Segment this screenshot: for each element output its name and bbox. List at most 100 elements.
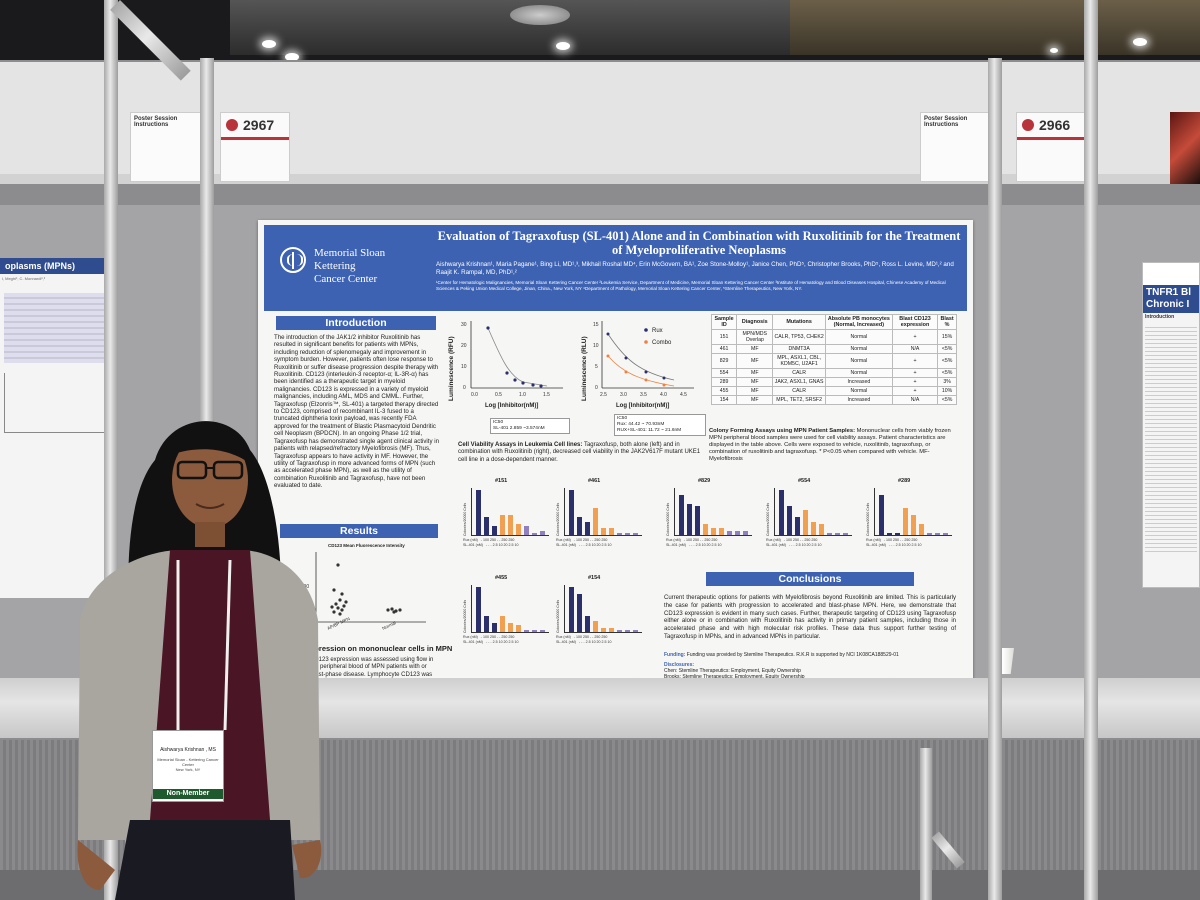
- row-label: Rux (nM): [556, 635, 571, 639]
- sign-divider: [221, 137, 289, 140]
- curve2-combo-line: [607, 355, 675, 387]
- bar: [500, 514, 505, 535]
- dose-response-chart-1: Luminescence (RFU) 30 20 10 0 0.0 0.5 1.…: [448, 321, 563, 409]
- ceiling-light: [285, 53, 299, 61]
- disclosure-line: Chen: Stemline Therapeutics: Employment,…: [664, 668, 801, 674]
- table-cell: N/A: [891, 395, 939, 405]
- introduction-heading: Introduction: [276, 316, 436, 330]
- bar: [569, 490, 574, 535]
- bar: [703, 523, 708, 535]
- patient-characteristics-table: Sample ID Diagnosis Mutations Absolute P…: [710, 314, 957, 405]
- curve2-ylabel: Luminescence (RLU): [581, 336, 588, 401]
- table-cell: Increased: [824, 377, 893, 387]
- row-ticks: - 100 250 - - 250 250: [480, 538, 515, 542]
- curve2-combo-point: [624, 370, 628, 374]
- bar: [827, 532, 832, 535]
- table-row: 554 MF CALR Normal + <5%: [710, 368, 957, 378]
- bar-chart-ylabel: Colonies/20000 Cells: [463, 599, 467, 633]
- research-poster: Memorial Sloan Kettering Cancer Center E…: [258, 220, 973, 690]
- bar-chart-xrow: Rux (nM) - 100 250 - - 250 250: [463, 635, 514, 639]
- bar: [787, 505, 792, 535]
- bar: [719, 528, 724, 535]
- curve1-xtick: 1.0: [519, 392, 526, 398]
- bar: [835, 532, 840, 535]
- bar-chart-title: #154: [588, 575, 601, 581]
- curve1-point: [521, 381, 525, 385]
- bar: [943, 532, 948, 535]
- bar: [625, 629, 630, 632]
- cd123-point: [332, 610, 336, 614]
- curve2-rux-point: [624, 356, 628, 360]
- table-header-cell: Diagnosis: [736, 314, 774, 330]
- cd123-point: [338, 598, 342, 602]
- table-cell: Normal: [824, 329, 893, 345]
- row-label: SL-401 (nM): [556, 543, 576, 547]
- presenter-pants: [115, 820, 295, 900]
- viability-text: Tagraxofusp, both alone (left) and in co…: [458, 442, 701, 463]
- booth-pole: [920, 748, 932, 900]
- poster-header: Memorial Sloan Kettering Cancer Center E…: [264, 225, 967, 311]
- curve2-combo-point: [644, 378, 648, 382]
- viability-paragraph: Cell Viability Assays in Leukemia Cell l…: [458, 442, 703, 464]
- bar-chart-ylabel: Colonies/20000 Cells: [463, 502, 467, 536]
- row-label: SL-401 (nM): [463, 543, 483, 547]
- bar: [903, 508, 908, 535]
- table-header-cell: Blast CD123 expression: [891, 314, 939, 330]
- curve2-ytick: 15: [593, 322, 599, 328]
- lanyard: [223, 559, 232, 731]
- table-cell: 3%: [937, 377, 957, 387]
- cd123-point: [332, 588, 336, 592]
- curve2-ytick: 10: [593, 343, 599, 349]
- neighbor-poster-title: TNFR1 Bl Chronic I: [1143, 285, 1199, 313]
- bar-chart-title: #455: [495, 575, 508, 581]
- curve2-xtick: 3.5: [640, 392, 647, 398]
- row-ticks: - 100 250 - - 250 250: [683, 538, 718, 542]
- curve1-ic50-box: IC50 SL-401 2.859 ~3.574nM: [490, 418, 570, 434]
- table-header-cell: Absolute PB monocytes (Normal, Increased…: [824, 314, 893, 330]
- bar: [492, 526, 497, 535]
- presenter-hand: [77, 840, 115, 890]
- table-cell: +: [891, 386, 939, 396]
- sign-divider: [1017, 137, 1085, 140]
- bar-chart-xrow: SL-401 (nM) - - - 2.5 10 20 2.5 10: [463, 640, 519, 644]
- cd123-chart-title: CD123 Mean Fluorescence Intensity: [328, 543, 405, 548]
- cd123-point: [398, 608, 402, 612]
- colony-heading: Colony Forming Assays using MPN Patient …: [709, 428, 856, 434]
- sign-logo-icon: [1022, 119, 1034, 131]
- row-label: Rux (nM): [866, 538, 881, 542]
- bar-chart-title: #554: [798, 478, 811, 484]
- viability-heading: Cell Viability Assays in Leukemia Cell l…: [458, 442, 583, 448]
- curve2-ytick: 5: [595, 364, 598, 370]
- curve1-ytick: 0: [463, 385, 466, 391]
- colony-text: Mononuclear cells from viably frozen MPN…: [709, 428, 951, 462]
- bar: [492, 623, 497, 632]
- curve1-point: [531, 383, 535, 387]
- logo-text-line: Cancer Center: [314, 273, 378, 285]
- colony-bar-chart: #455 Colonies/20000 Cells Rux (nM) - 100 25…: [463, 575, 555, 645]
- row-ticks: - 100 250 - - 250 250: [573, 635, 608, 639]
- curve1-ylabel: Luminescence (RFU): [448, 336, 455, 401]
- presenter-smile: [195, 503, 225, 509]
- bar: [577, 517, 582, 535]
- row-label: SL-401 (nM): [463, 640, 483, 644]
- table-cell: CALR: [772, 386, 826, 396]
- ic50-value: SL-401 2.859 ~3.574nM: [493, 426, 545, 431]
- bar-chart-ylabel: Colonies/20000 Cells: [766, 502, 770, 536]
- ic50-rux: Rux: 44.42 ~ 70.93nM: [617, 422, 665, 427]
- cd123-point: [338, 612, 342, 616]
- poster-affiliations: ¹Center for Hematologic Malignancies, Me…: [436, 280, 946, 292]
- booth-pole: [1084, 0, 1098, 900]
- instructions-title: Poster Session Instructions: [924, 116, 968, 128]
- table-cell: 154: [710, 395, 738, 405]
- ceiling-light: [1050, 48, 1058, 53]
- bar: [843, 532, 848, 535]
- curve1-point: [539, 384, 543, 388]
- row-ticks: - 100 250 - - 250 250: [480, 635, 515, 639]
- colony-bar-chart: #151 Colonies/20000 Cells Rux (nM) - 100 25…: [463, 478, 555, 548]
- neighbor-poster-right: TNFR1 Bl Chronic I Introduction: [1142, 262, 1200, 588]
- bar-chart-xrow: SL-401 (nM) - - - 2.5 10 20 2.5 10: [463, 543, 519, 547]
- badge-organization: Memorial Sloan - Kettering Cancer Center: [157, 757, 219, 767]
- bar: [524, 526, 529, 535]
- introduction-text: The introduction of the JAK1/2 inhibitor…: [274, 334, 439, 490]
- table-cell: MF: [736, 395, 774, 405]
